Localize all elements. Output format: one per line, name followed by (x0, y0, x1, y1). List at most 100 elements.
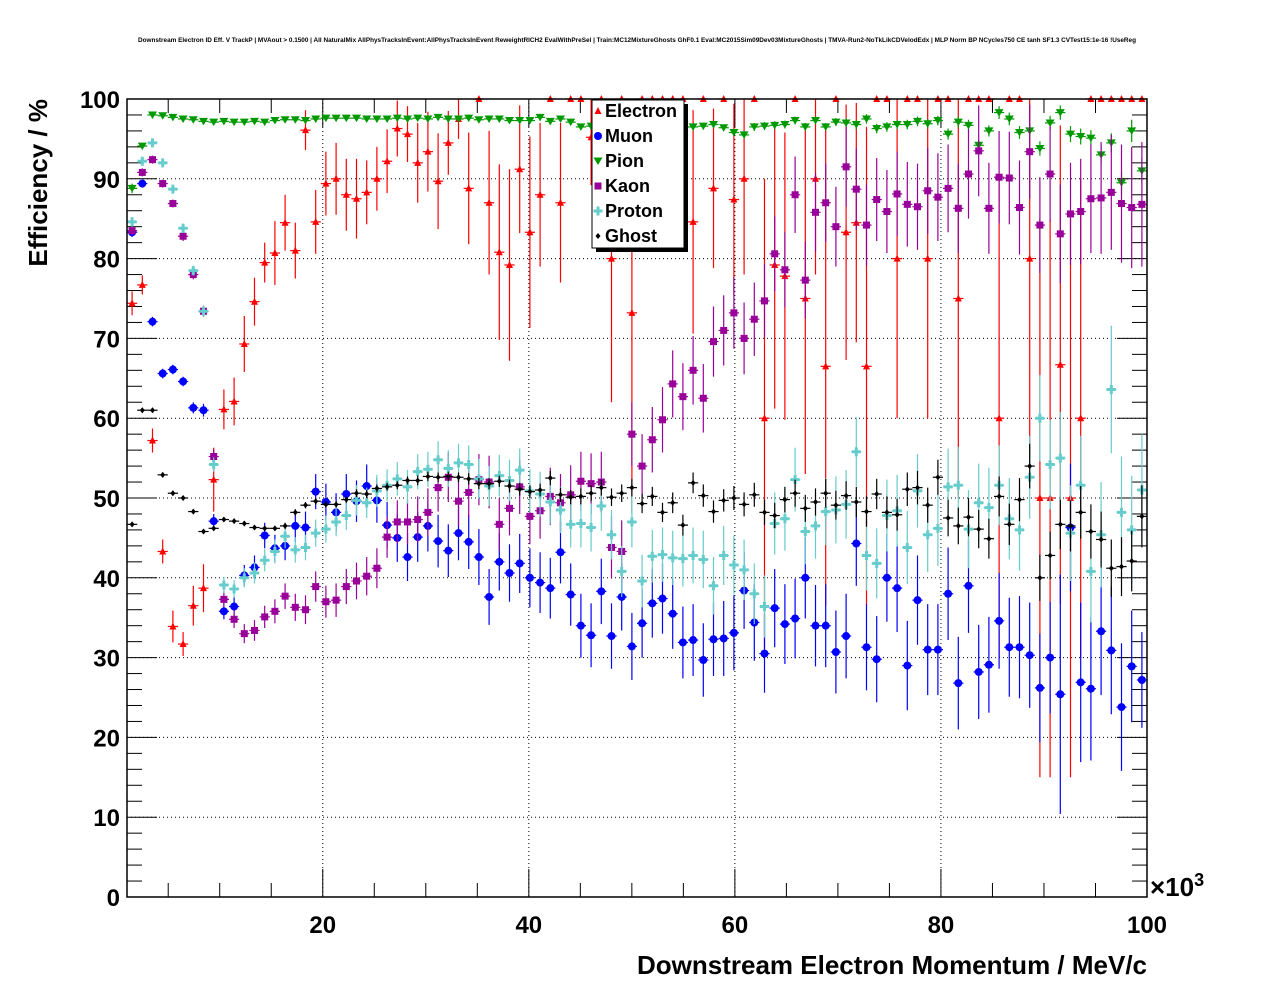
legend-label-pion: Pion (605, 151, 644, 171)
ghost-marker (201, 528, 206, 535)
ghost-marker (629, 484, 635, 491)
ghost-point (739, 492, 750, 517)
muon-point (473, 529, 484, 585)
muon-point (484, 569, 495, 625)
electron-marker (506, 260, 513, 268)
pion-marker (525, 117, 535, 125)
pion-marker (902, 121, 912, 129)
muon-marker (148, 317, 157, 326)
proton-marker (749, 589, 759, 599)
electron-point (484, 130, 495, 275)
ghost-point (167, 490, 178, 497)
kaon-point (1116, 144, 1127, 263)
muon-point (983, 616, 994, 713)
electron-marker (1077, 414, 1085, 422)
kaon-marker (812, 208, 819, 216)
kaon-marker (526, 512, 534, 520)
x-tick-label: 100 (1127, 912, 1167, 939)
muon-point (902, 620, 913, 711)
muon-marker (597, 587, 606, 596)
proton-marker (1106, 384, 1116, 394)
electron-marker (863, 362, 870, 370)
kaon-point (759, 264, 770, 338)
y-axis-title: Efficiency / % (23, 99, 53, 267)
kaon-point (698, 363, 709, 433)
legend: Electron Muon Pion Kaon Proton Ghost (591, 99, 688, 252)
pion-marker (862, 115, 871, 123)
kaon-point (351, 562, 362, 600)
proton-point (1045, 419, 1056, 510)
kaon-marker (771, 250, 779, 258)
ghost-marker (262, 525, 268, 532)
ghost-point (932, 459, 943, 495)
ghost-point (677, 514, 688, 536)
ghost-marker (343, 496, 349, 503)
proton-marker (780, 514, 790, 524)
proton-marker (311, 528, 321, 538)
kaon-marker (914, 203, 921, 211)
electron-marker (291, 246, 299, 254)
ghost-marker (292, 509, 298, 516)
kaon-marker (669, 380, 677, 388)
ghost-marker (772, 512, 778, 519)
proton-point (392, 462, 403, 496)
ghost-marker (802, 505, 808, 512)
proton-marker (545, 497, 555, 507)
pion-marker (239, 118, 249, 127)
pion-point (1085, 130, 1096, 147)
kaon-point (953, 163, 964, 254)
ghost-point (208, 525, 219, 532)
kaon-marker (1056, 230, 1064, 238)
kaon-marker (883, 208, 891, 216)
ghost-marker (1098, 536, 1104, 543)
proton-point (677, 530, 688, 587)
muon-marker (903, 661, 912, 670)
proton-marker (1117, 507, 1126, 517)
muon-marker (852, 539, 861, 548)
proton-point (137, 156, 148, 166)
ghost-marker (445, 473, 451, 480)
pion-marker (331, 114, 341, 123)
ghost-marker (976, 526, 982, 533)
kaon-marker (873, 196, 881, 204)
pion-point (688, 123, 699, 131)
muon-marker (872, 655, 881, 664)
ghost-marker (813, 498, 818, 505)
ghost-point (820, 478, 831, 508)
ghost-marker (1139, 513, 1145, 520)
electron-point (361, 160, 372, 225)
muon-marker (474, 553, 483, 562)
electron-marker (281, 218, 289, 226)
electron-point (269, 221, 280, 285)
muon-point (779, 584, 790, 664)
pion-point (943, 128, 954, 140)
kaon-point (1034, 177, 1045, 273)
kaon-point (718, 295, 729, 366)
pion-point (708, 121, 719, 129)
pion-marker (392, 114, 402, 123)
kaon-marker (322, 598, 330, 606)
muon-point (892, 544, 903, 633)
x-tick-labels: 20 40 60 80 100 (309, 912, 1167, 939)
kaon-marker (169, 200, 177, 208)
electron-point (514, 105, 525, 234)
pion-marker (994, 109, 1004, 117)
ghost-point (1045, 531, 1056, 580)
kaon-marker (271, 607, 279, 615)
electron-point (555, 122, 566, 283)
electron-marker (363, 188, 371, 196)
electron-point (178, 632, 189, 657)
muon-marker (984, 660, 993, 669)
ghost-point (351, 489, 362, 498)
legend-kaon-marker (594, 182, 602, 190)
proton-marker (760, 602, 769, 612)
electron-marker (373, 174, 381, 182)
muon-marker (944, 589, 953, 598)
ghost-point (830, 490, 841, 520)
electron-point (331, 142, 342, 215)
ghost-point (626, 478, 637, 497)
muon-marker (546, 584, 555, 593)
proton-point (1034, 375, 1045, 462)
electron-point (320, 151, 331, 216)
pion-point (698, 122, 709, 131)
